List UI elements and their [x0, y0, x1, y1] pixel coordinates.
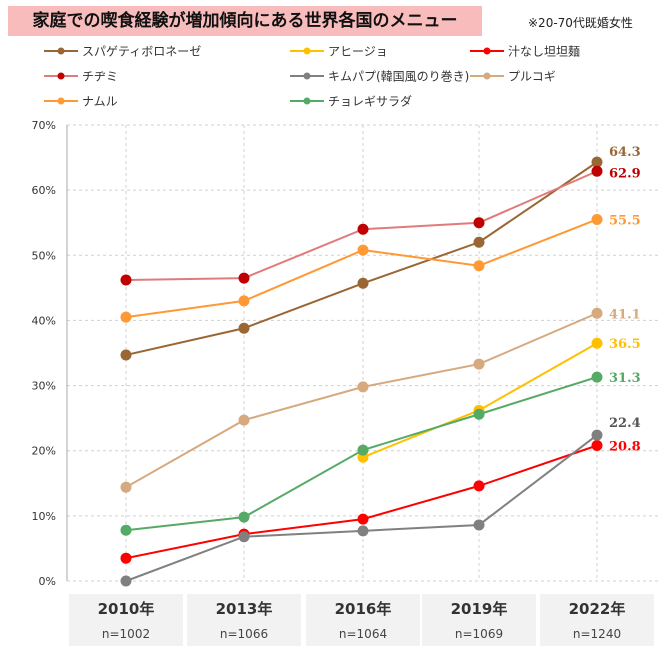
y-tick-label: 70% [32, 119, 56, 132]
data-point [357, 525, 369, 537]
y-tick-label: 40% [32, 314, 56, 327]
data-point [120, 481, 132, 493]
data-point [238, 414, 250, 426]
legend-label: キムパプ(韓国風のり巻き) [328, 70, 469, 84]
data-point [120, 274, 132, 286]
category-box [187, 594, 301, 646]
category-box [422, 594, 536, 646]
data-point [238, 531, 250, 543]
y-tick-label: 20% [32, 445, 56, 458]
legend-label: 汁なし坦坦麺 [508, 45, 580, 59]
data-point [473, 358, 485, 370]
data-point [238, 295, 250, 307]
data-point [120, 575, 132, 587]
data-point [591, 165, 603, 177]
data-point [120, 524, 132, 536]
x-tick-label: 2010年 [98, 600, 155, 618]
data-point [357, 381, 369, 393]
data-label: 55.5 [609, 213, 641, 228]
data-point [357, 223, 369, 235]
data-label: 64.3 [609, 145, 641, 160]
data-point [473, 480, 485, 492]
sample-size-label: n=1069 [455, 627, 503, 641]
legend-label: チョレギサラダ [328, 94, 412, 109]
y-tick-label: 10% [32, 510, 56, 523]
category-box [540, 594, 654, 646]
data-point [473, 408, 485, 420]
data-point [591, 440, 603, 452]
data-point [473, 260, 485, 272]
data-point [591, 429, 603, 441]
y-tick-label: 0% [39, 575, 56, 588]
y-tick-label: 60% [32, 184, 56, 197]
data-label: 22.4 [609, 416, 641, 431]
sample-size-label: n=1064 [339, 627, 387, 641]
legend-marker [303, 72, 311, 80]
legend-marker [57, 47, 65, 55]
data-point [473, 217, 485, 229]
legend-marker [57, 97, 65, 105]
chart-note: ※20-70代既婚女性 [528, 16, 633, 30]
y-tick-label: 50% [32, 249, 56, 262]
data-label: 20.8 [609, 440, 641, 455]
legend-label: ナムル [82, 95, 118, 109]
data-point [120, 552, 132, 564]
legend-label: アヒージョ [328, 45, 388, 59]
x-tick-label: 2016年 [335, 600, 392, 618]
data-point [591, 371, 603, 383]
data-point [591, 337, 603, 349]
data-point [238, 322, 250, 334]
data-label: 36.5 [609, 337, 641, 352]
sample-size-label: n=1066 [220, 627, 268, 641]
data-point [591, 156, 603, 168]
data-point [120, 311, 132, 323]
data-point [591, 213, 603, 225]
data-point [473, 519, 485, 531]
legend-marker [303, 47, 311, 55]
x-tick-label: 2013年 [216, 600, 273, 618]
y-tick-label: 30% [32, 380, 56, 393]
series-line [125, 161, 598, 356]
data-point [591, 307, 603, 319]
legend-label: チヂミ [82, 70, 118, 84]
x-tick-label: 2019年 [451, 600, 508, 618]
data-label: 41.1 [609, 307, 641, 322]
legend-marker [483, 47, 491, 55]
legend-marker [483, 72, 491, 80]
data-label: 62.9 [609, 166, 641, 181]
legend-marker [57, 72, 65, 80]
data-point [357, 277, 369, 289]
sample-size-label: n=1002 [102, 627, 150, 641]
data-label: 31.3 [609, 371, 641, 386]
category-box [306, 594, 420, 646]
data-point [120, 349, 132, 361]
legend-label: スパゲティボロネーゼ [82, 45, 201, 59]
data-point [357, 244, 369, 256]
data-point [238, 272, 250, 284]
data-point [473, 236, 485, 248]
x-tick-label: 2022年 [569, 600, 626, 618]
category-box [69, 594, 183, 646]
data-point [238, 511, 250, 523]
legend-label: プルコギ [508, 70, 556, 84]
chart-title: 家庭での喫食経験が増加傾向にある世界各国のメニュー [8, 6, 482, 36]
data-point [357, 444, 369, 456]
legend-marker [303, 97, 311, 105]
data-point [357, 513, 369, 525]
sample-size-label: n=1240 [573, 627, 621, 641]
